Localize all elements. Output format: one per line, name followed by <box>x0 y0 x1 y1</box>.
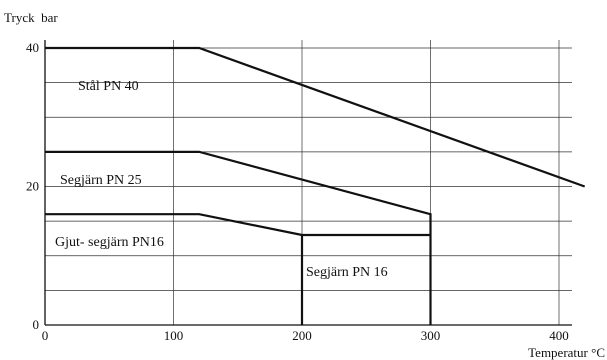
series-label-stal-pn40: Stål PN 40 <box>78 79 139 94</box>
series-lines <box>45 46 586 325</box>
series-label-segjarn-pn25: Segjärn PN 25 <box>60 173 142 188</box>
x-tick-label: 0 <box>42 328 49 343</box>
series-label-gjut-segjarn-pn16: Gjut- segjärn PN16 <box>55 235 164 250</box>
x-tick-label: 200 <box>292 328 312 343</box>
grid <box>45 40 572 325</box>
series-label-segjarn-pn16: Segjärn PN 16 <box>306 265 388 280</box>
y-tick-label: 40 <box>26 40 39 55</box>
axes <box>44 40 572 326</box>
x-axis-title: Temperatur °C <box>528 345 605 360</box>
series-line-1 <box>45 150 432 325</box>
y-tick-label: 20 <box>26 179 39 194</box>
series-labels: Stål PN 40 Segjärn PN 25 Gjut- segjärn P… <box>55 79 388 280</box>
series-line-2 <box>45 213 431 237</box>
y-tick-label: 0 <box>33 317 40 332</box>
tick-labels: 0 100 200 300 400 0 20 40 <box>26 40 569 343</box>
series-line-0 <box>45 46 586 188</box>
y-axis-title: Tryck bar <box>4 10 58 25</box>
x-tick-label: 300 <box>421 328 441 343</box>
x-tick-label: 400 <box>549 328 569 343</box>
x-tick-label: 100 <box>164 328 184 343</box>
